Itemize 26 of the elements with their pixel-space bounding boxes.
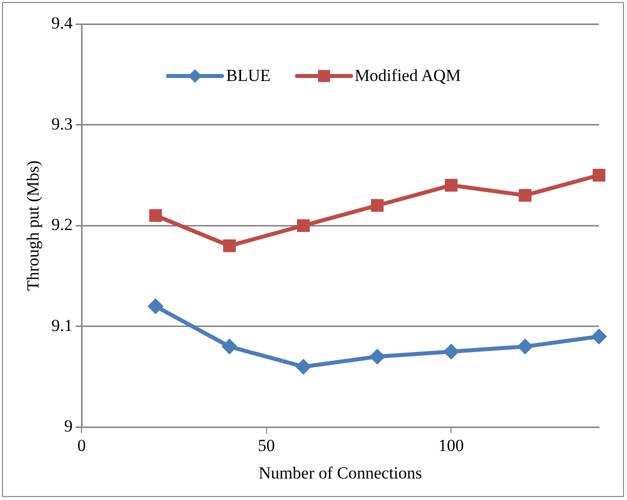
y-tick-label: 9.4 [51, 13, 74, 32]
y-tick-label: 9.1 [51, 316, 73, 335]
point [591, 328, 607, 344]
x-tick-label: 100 [438, 436, 464, 455]
y-tick-label: 9.3 [51, 114, 73, 134]
point [221, 338, 238, 355]
x-tick-label: 50 [258, 436, 275, 455]
point [223, 239, 236, 252]
point [370, 199, 384, 212]
x-axis-title: Number of Connections [258, 463, 422, 482]
legend-label: Modified AQM [354, 66, 461, 86]
point [369, 348, 386, 365]
point [444, 178, 458, 192]
point [518, 188, 532, 202]
point [592, 168, 606, 182]
legend-label: BLUE [226, 66, 271, 86]
point [517, 338, 534, 355]
point [297, 219, 310, 232]
point [443, 344, 460, 360]
x-tick-label: 0 [77, 436, 86, 455]
y-tick-label: 9.2 [51, 215, 73, 234]
y-axis-title: Through put (Mbs) [24, 160, 43, 291]
point [148, 298, 164, 314]
y-tick-label: 9 [64, 416, 73, 436]
point [295, 358, 312, 375]
point [149, 209, 162, 222]
